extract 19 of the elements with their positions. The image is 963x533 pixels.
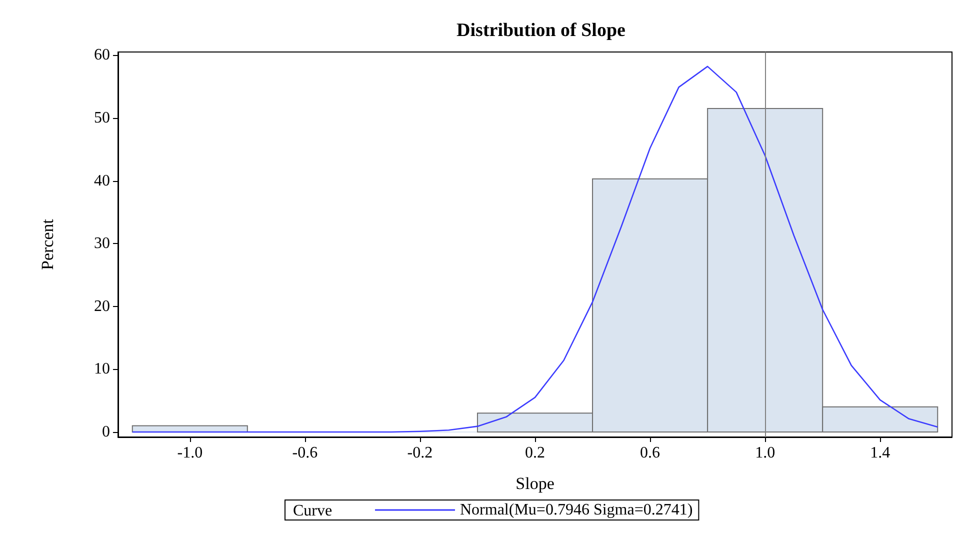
x-tick-label: -0.2 [407,444,433,462]
legend-label: Normal(Mu=0.7946 Sigma=0.2741) [460,502,693,518]
y-axis-title: Percent [38,218,57,270]
y-tick-label: 20 [94,298,110,315]
x-axis-title: Slope [516,474,554,493]
x-tick-label: 1.4 [870,444,890,462]
x-tick-label: -0.6 [292,444,318,462]
y-tick-label: 40 [94,172,110,190]
legend-title: Curve [293,502,332,520]
chart-title: Distribution of Slope [456,20,626,41]
y-tick-label: 50 [94,109,110,126]
x-tick-label: 0.6 [640,444,660,462]
x-tick-label: 1.0 [755,444,776,462]
y-tick-label: 60 [94,46,110,64]
y-tick-label: 0 [102,423,110,440]
x-tick-label: -1.0 [177,444,203,462]
y-tick-label: 10 [94,360,110,378]
y-tick-label: 30 [94,235,110,252]
x-tick-label: 0.2 [525,444,545,462]
